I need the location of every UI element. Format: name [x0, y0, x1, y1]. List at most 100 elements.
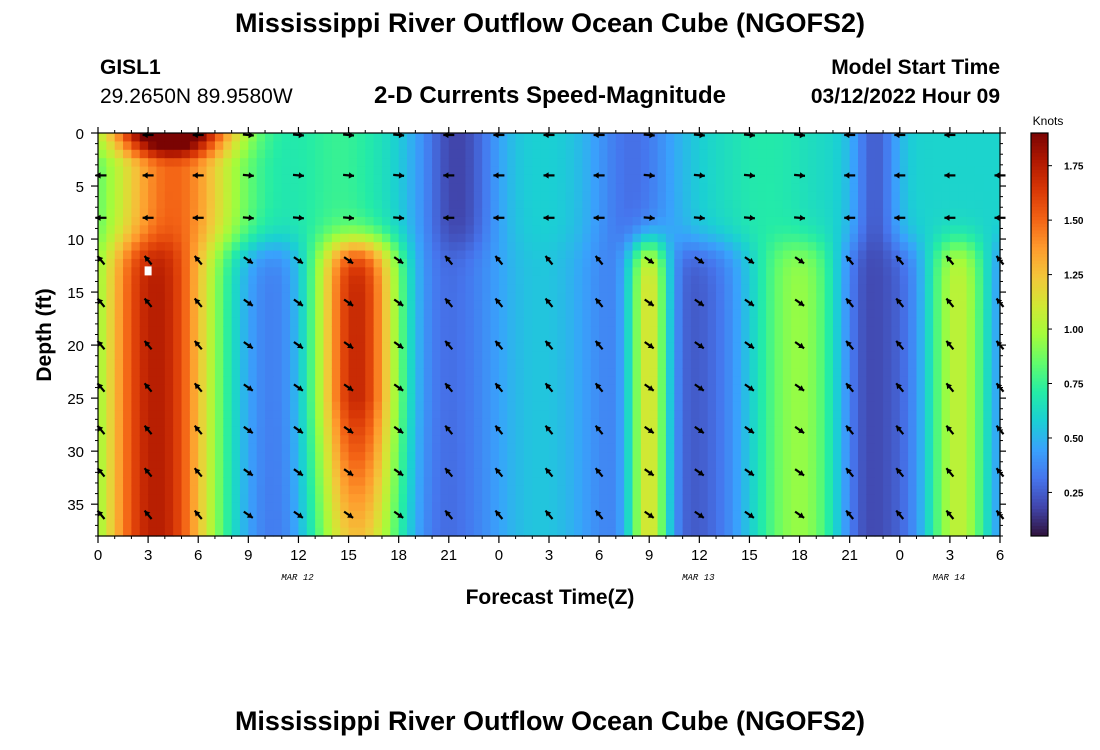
heatmap-cell	[181, 225, 191, 235]
heatmap-cell	[398, 519, 408, 529]
heatmap-cell	[924, 158, 934, 168]
heatmap-cell	[189, 393, 199, 403]
heatmap-cell	[306, 342, 316, 352]
heatmap-cell	[899, 267, 909, 277]
heatmap-cell	[223, 468, 233, 478]
heatmap-cell	[398, 410, 408, 420]
heatmap-cell	[248, 183, 258, 193]
heatmap-cell	[582, 191, 592, 201]
heatmap-cell	[231, 233, 241, 243]
heatmap-cell	[490, 368, 500, 378]
heatmap-cell	[323, 300, 333, 310]
heatmap-cell	[732, 502, 742, 512]
heatmap-cell	[841, 250, 851, 260]
heatmap-cell	[265, 158, 274, 168]
heatmap-cell	[298, 317, 308, 327]
heatmap-cell	[791, 225, 801, 235]
heatmap-cell	[924, 510, 934, 520]
heatmap-cell	[214, 494, 224, 504]
heatmap-cell	[206, 468, 216, 478]
heatmap-cell	[206, 452, 216, 462]
heatmap-cell	[690, 284, 700, 294]
heatmap-cell	[507, 317, 517, 327]
heatmap-cell	[98, 477, 107, 487]
heatmap-cell	[599, 435, 609, 445]
heatmap-cell	[173, 225, 183, 235]
heatmap-cell	[114, 326, 124, 336]
heatmap-cell	[899, 225, 909, 235]
heatmap-cell	[858, 242, 867, 252]
heatmap-cell	[674, 309, 684, 319]
heatmap-cell	[164, 393, 174, 403]
heatmap-cell	[315, 275, 325, 285]
heatmap-cell	[782, 250, 792, 260]
heatmap-cell	[749, 468, 759, 478]
heatmap-cell	[265, 250, 274, 260]
heatmap-cell	[223, 502, 233, 512]
heatmap-cell	[949, 158, 959, 168]
heatmap-cell	[732, 300, 742, 310]
heatmap-cell	[432, 300, 442, 310]
heatmap-cell	[832, 485, 842, 495]
heatmap-cell	[273, 250, 283, 260]
heatmap-cell	[807, 250, 817, 260]
heatmap-cell	[298, 174, 308, 184]
heatmap-cell	[131, 326, 141, 336]
heatmap-cell	[348, 191, 358, 201]
heatmap-cell	[273, 468, 283, 478]
heatmap-cell	[891, 393, 901, 403]
heatmap-cell	[348, 368, 358, 378]
heatmap-cell	[807, 494, 817, 504]
heatmap-cell	[933, 208, 943, 218]
heatmap-cell	[816, 527, 826, 537]
heatmap-cell	[407, 208, 416, 218]
heatmap-cell	[148, 216, 158, 226]
heatmap-cell	[256, 426, 266, 436]
heatmap-cell	[741, 225, 751, 235]
heatmap-cell	[649, 502, 659, 512]
heatmap-cell	[924, 527, 934, 537]
heatmap-cell	[164, 200, 174, 210]
heatmap-cell	[331, 275, 341, 285]
heatmap-cell	[482, 133, 492, 142]
heatmap-cell	[507, 410, 517, 420]
heatmap-cell	[440, 166, 450, 176]
heatmap-cell	[540, 477, 550, 487]
heatmap-cell	[958, 426, 968, 436]
heatmap-cell	[473, 477, 483, 487]
heatmap-cell	[899, 334, 909, 344]
heatmap-cell	[690, 309, 700, 319]
heatmap-cell	[916, 477, 926, 487]
heatmap-cell	[933, 426, 943, 436]
heatmap-cell	[724, 183, 734, 193]
heatmap-cell	[340, 435, 350, 445]
heatmap-cell	[407, 468, 416, 478]
heatmap-cell	[356, 242, 366, 252]
heatmap-cell	[206, 460, 216, 470]
heatmap-cell	[365, 326, 375, 336]
heatmap-cell	[924, 359, 934, 369]
heatmap-cell	[933, 468, 943, 478]
heatmap-cell	[799, 133, 809, 142]
heatmap-cell	[440, 317, 450, 327]
heatmap-cell	[782, 494, 792, 504]
heatmap-cell	[223, 460, 233, 470]
heatmap-cell	[281, 460, 291, 470]
heatmap-cell	[665, 426, 675, 436]
heatmap-cell	[933, 166, 943, 176]
heatmap-cell	[924, 351, 934, 361]
heatmap-cell	[724, 326, 734, 336]
heatmap-cell	[741, 393, 751, 403]
heatmap-cell	[306, 317, 316, 327]
heatmap-cell	[866, 267, 876, 277]
heatmap-cell	[549, 502, 558, 512]
heatmap-cell	[866, 443, 876, 453]
heatmap-cell	[732, 418, 742, 428]
heatmap-cell	[832, 250, 842, 260]
heatmap-cell	[665, 401, 675, 411]
heatmap-cell	[615, 174, 625, 184]
heatmap-cell	[123, 216, 133, 226]
heatmap-cell	[582, 292, 592, 302]
heatmap-cell	[214, 300, 224, 310]
heatmap-cell	[315, 292, 325, 302]
